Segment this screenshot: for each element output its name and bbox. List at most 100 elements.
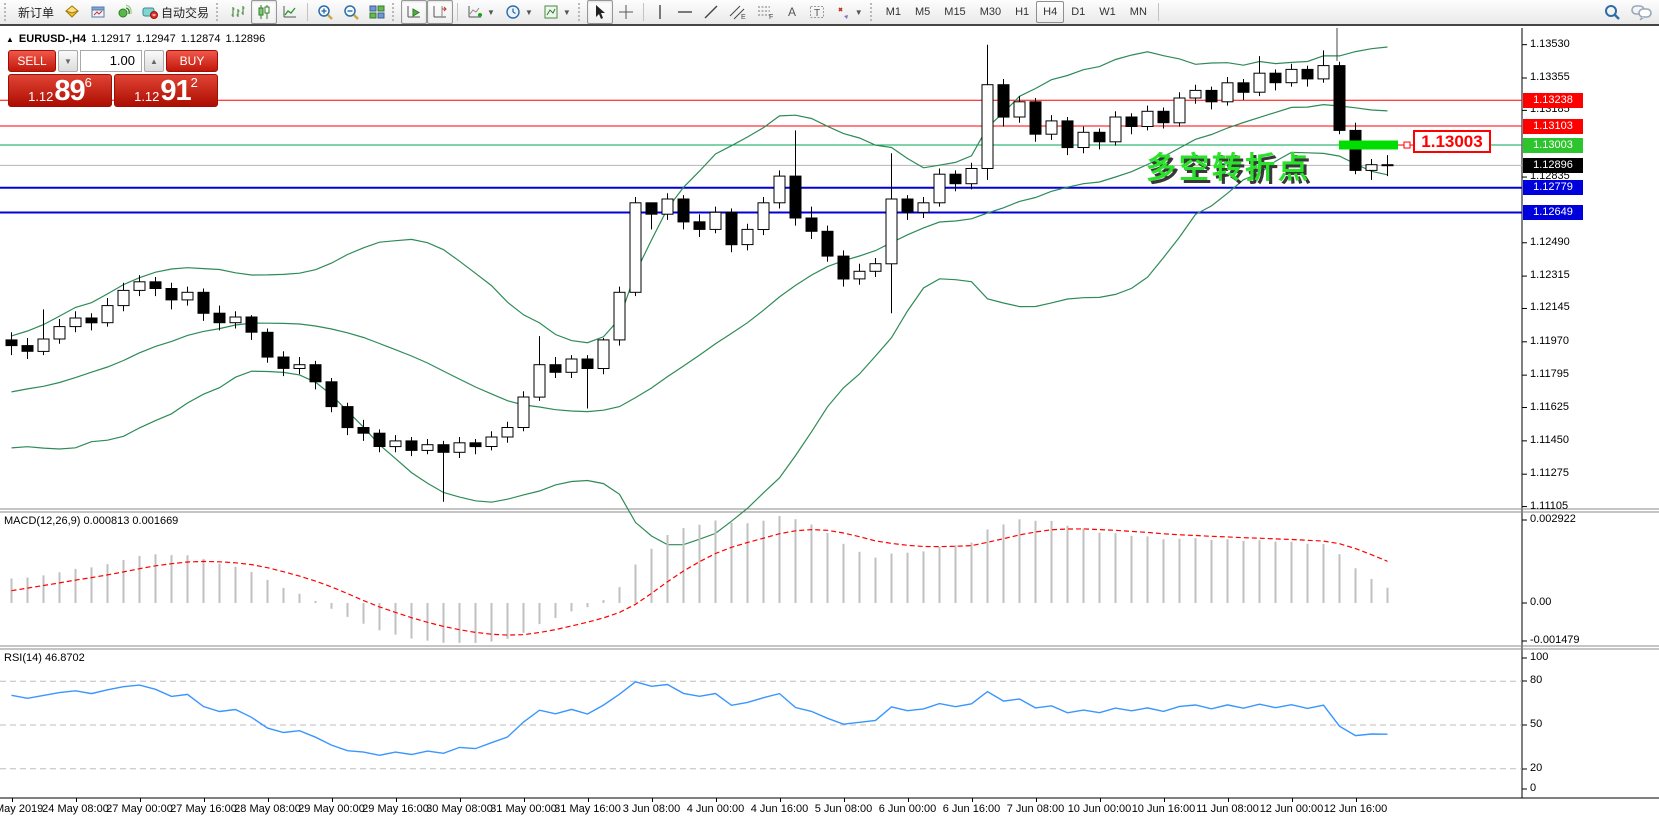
candle <box>1077 131 1090 149</box>
price-tick-label: 1.11625 <box>1530 400 1569 413</box>
crosshair-icon <box>618 4 634 20</box>
time-tick <box>1291 798 1293 802</box>
rsi-tick-label: 100 <box>1530 651 1549 663</box>
candle <box>981 84 994 169</box>
volume-input[interactable]: 1.00 <box>80 50 142 72</box>
candle <box>869 263 882 272</box>
candle <box>1333 65 1346 131</box>
templates-button[interactable]: ▼ <box>538 0 576 24</box>
candlestick-chart-button[interactable] <box>251 0 278 24</box>
tab-timeframe-m1[interactable]: M1 <box>885 6 901 18</box>
volume-increase-button[interactable]: ▲ <box>144 50 164 72</box>
vertical-line-button[interactable] <box>648 0 672 24</box>
line-chart-button[interactable] <box>277 0 303 24</box>
chevron-down-icon: ▼ <box>854 7 863 17</box>
candle <box>149 281 162 289</box>
trendline-button[interactable] <box>698 0 724 24</box>
time-axis-label: 6 Jun 16:00 <box>942 803 1001 815</box>
chat-icon[interactable] <box>1631 3 1653 24</box>
new-order-button[interactable]: 新订单 <box>13 0 59 24</box>
time-axis-label: 27 May 00:00 <box>106 803 173 815</box>
one-click-trading-panel: SELL ▼ 1.00 ▲ BUY 1.12 89 6 1.12 91 2 <box>8 50 218 107</box>
autotrading-button[interactable]: 自动交易 <box>137 0 214 24</box>
signals-button[interactable] <box>111 0 137 24</box>
ohlc-high: 1.12947 <box>135 33 176 45</box>
tab-timeframe-h4[interactable]: H4 <box>1036 1 1065 23</box>
candle <box>357 427 370 434</box>
auto-scroll-button[interactable] <box>401 0 428 24</box>
candle <box>341 406 354 429</box>
indicators-button[interactable]: ▼ <box>462 0 500 24</box>
candle <box>597 339 610 369</box>
crosshair-button[interactable] <box>613 0 639 24</box>
time-tick <box>523 798 525 802</box>
charts-window-button[interactable] <box>85 0 111 24</box>
arrows-button[interactable]: ▼ <box>830 0 868 24</box>
time-axis-label: 3 Jun 08:00 <box>622 803 681 815</box>
candle <box>277 356 290 369</box>
tab-timeframe-m5[interactable]: M5 <box>915 6 931 18</box>
candle <box>549 364 562 373</box>
tile-windows-button[interactable] <box>364 0 390 24</box>
macd-tick-label: 0.00 <box>1530 596 1552 608</box>
zoom-out-button[interactable] <box>338 0 364 24</box>
template-icon <box>543 4 559 20</box>
tab-timeframe-h1[interactable]: H1 <box>1015 6 1030 18</box>
time-tick <box>1099 798 1101 802</box>
candle <box>709 211 722 230</box>
market-watch-button[interactable] <box>59 0 85 24</box>
periods-button[interactable]: ▼ <box>500 0 538 24</box>
tab-timeframe-m15[interactable]: M15 <box>944 6 966 18</box>
symbol-ohlc-line: ▲ EURUSD-,H4 1.12917 1.12947 1.12874 1.1… <box>6 33 265 45</box>
candle <box>1237 82 1250 93</box>
collapse-triangle-icon[interactable]: ▲ <box>6 34 14 44</box>
buy-button[interactable]: BUY <box>166 50 218 72</box>
cursor-button[interactable] <box>586 0 613 24</box>
sell-button[interactable]: SELL <box>8 50 56 72</box>
toolbar-separator <box>307 3 309 21</box>
candle <box>757 202 770 231</box>
text-label-button[interactable]: T <box>804 0 830 24</box>
price-callout-label[interactable]: 1.13003 <box>1413 130 1491 153</box>
horizontal-line-button[interactable] <box>672 0 698 24</box>
candle <box>101 305 114 324</box>
rsi-tick-label: 20 <box>1530 762 1543 774</box>
candle <box>469 442 482 448</box>
tab-timeframe-d1[interactable]: D1 <box>1071 6 1086 18</box>
price-tick-label: 1.13355 <box>1530 71 1570 83</box>
search-icon[interactable] <box>1603 3 1621 24</box>
buy-price-display[interactable]: 1.12 91 2 <box>114 74 218 107</box>
fibonacci-icon: F <box>757 4 775 20</box>
time-tick <box>203 798 205 802</box>
sell-price-display[interactable]: 1.12 89 6 <box>8 74 112 107</box>
candle <box>293 364 306 370</box>
candle <box>325 381 338 408</box>
chart-annotation-text[interactable]: 多空转折点 <box>1146 152 1311 185</box>
chart-shift-button[interactable] <box>427 0 454 24</box>
time-axis-label: 7 Jun 08:00 <box>1006 803 1065 815</box>
tab-timeframe-mn[interactable]: MN <box>1129 6 1147 18</box>
candle <box>805 217 818 232</box>
svg-text:F: F <box>769 14 773 20</box>
bar-chart-button[interactable] <box>225 0 251 24</box>
tab-timeframe-w1[interactable]: W1 <box>1099 6 1116 18</box>
time-axis-label: 10 Jun 00:00 <box>1067 803 1132 815</box>
text-button[interactable]: A <box>780 0 804 24</box>
candle <box>1029 101 1042 135</box>
time-axis-label: 28 May 08:00 <box>234 803 301 815</box>
autotrading-label: 自动交易 <box>161 5 210 20</box>
candle <box>1093 131 1106 143</box>
zoom-in-button[interactable] <box>312 0 338 24</box>
volume-decrease-button[interactable]: ▼ <box>58 50 78 72</box>
equidistant-channel-button[interactable]: E <box>724 0 752 24</box>
candle <box>117 289 130 307</box>
tab-timeframe-m30[interactable]: M30 <box>979 6 1002 18</box>
candle <box>581 358 594 369</box>
clock-icon <box>505 4 521 20</box>
line-chart-icon <box>282 4 298 20</box>
equidistant-channel-icon: E <box>729 4 747 20</box>
trendline-icon <box>703 4 719 20</box>
chevron-down-icon: ▼ <box>524 7 533 17</box>
fibonacci-button[interactable]: F <box>752 0 780 24</box>
main-toolbar: 新订单 自动交易 <box>0 0 1659 26</box>
